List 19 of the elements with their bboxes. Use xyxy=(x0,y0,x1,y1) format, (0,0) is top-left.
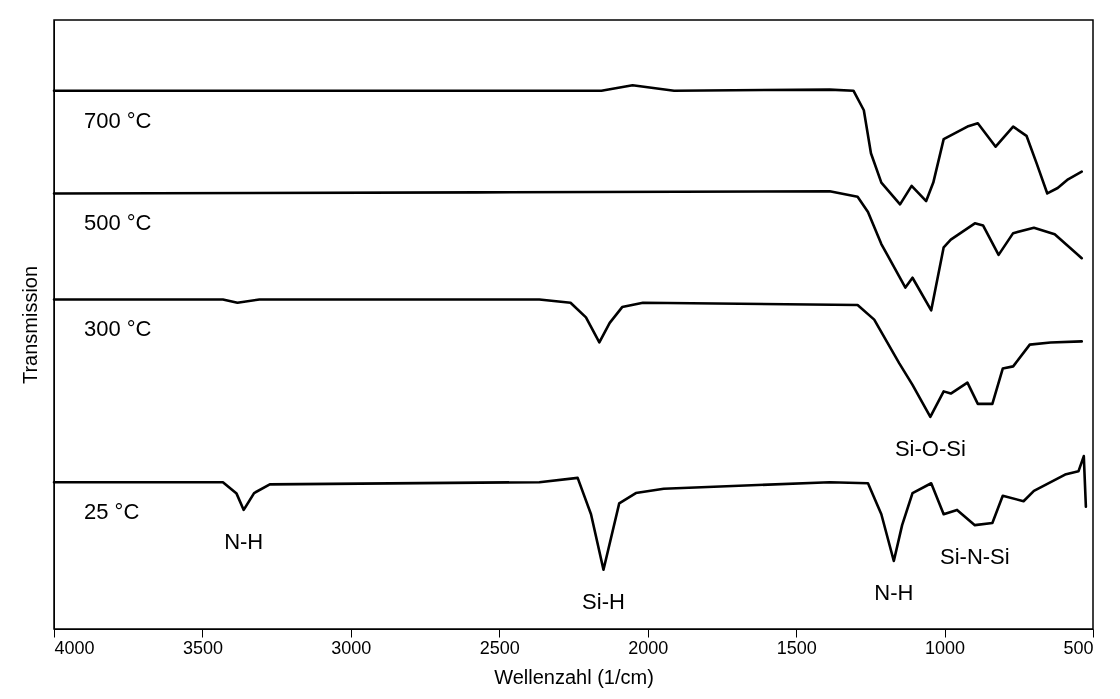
x-axis-title: Wellenzahl (1/cm) xyxy=(494,665,654,688)
annotation: Si-O-Si xyxy=(894,435,966,461)
x-tick-label: 3000 xyxy=(331,637,372,658)
series-label: 300 °C xyxy=(84,316,152,342)
x-tick-label: 1500 xyxy=(776,637,817,658)
x-tick-label: 3500 xyxy=(182,637,223,658)
x-tick-label: 4000 xyxy=(54,637,95,658)
annotation: Si-N-Si xyxy=(940,544,1010,570)
annotation: N-H xyxy=(224,528,264,554)
x-tick-label: 2000 xyxy=(628,637,669,658)
x-tick-label: 500 xyxy=(1063,637,1094,658)
series-label: 700 °C xyxy=(84,107,152,133)
annotation: N-H xyxy=(874,580,914,606)
series-label: 25 °C xyxy=(84,499,140,525)
y-axis-title: Transmission xyxy=(18,265,41,385)
x-tick-label: 1000 xyxy=(925,637,966,658)
annotation: Si-H xyxy=(582,588,625,614)
x-tick-label: 2500 xyxy=(479,637,520,658)
series-label: 500 °C xyxy=(84,210,152,236)
